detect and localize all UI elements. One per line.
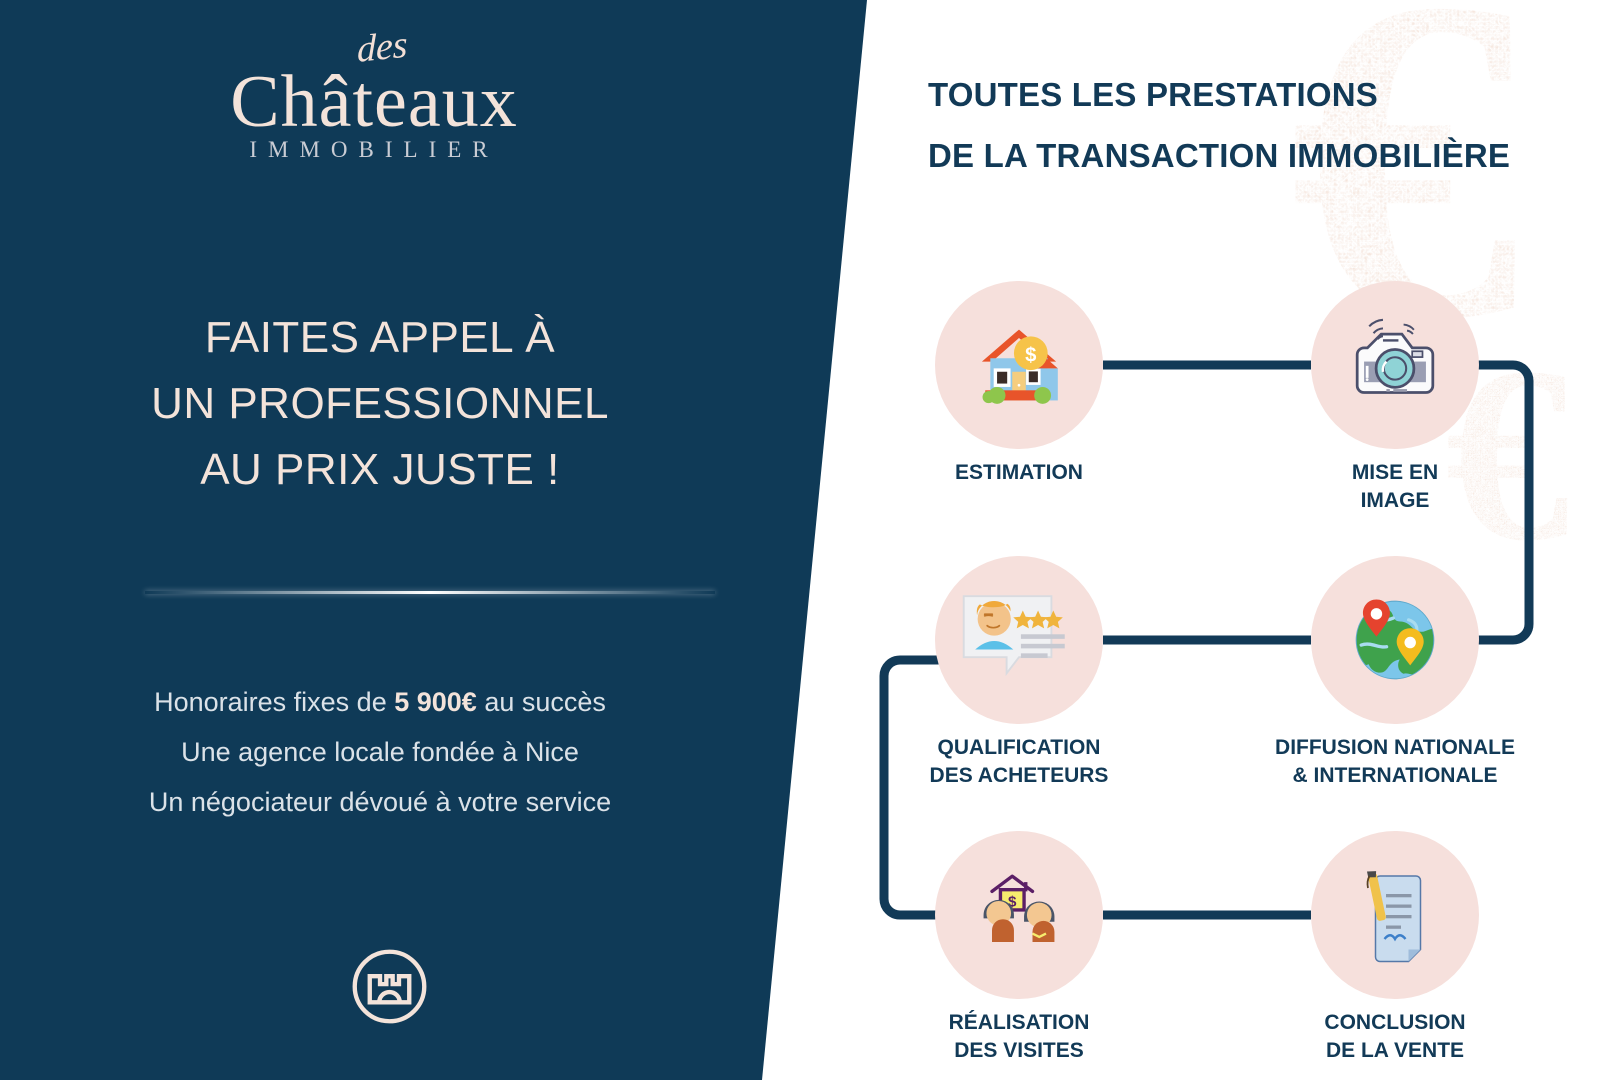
svg-text:$: $ (1025, 345, 1036, 367)
